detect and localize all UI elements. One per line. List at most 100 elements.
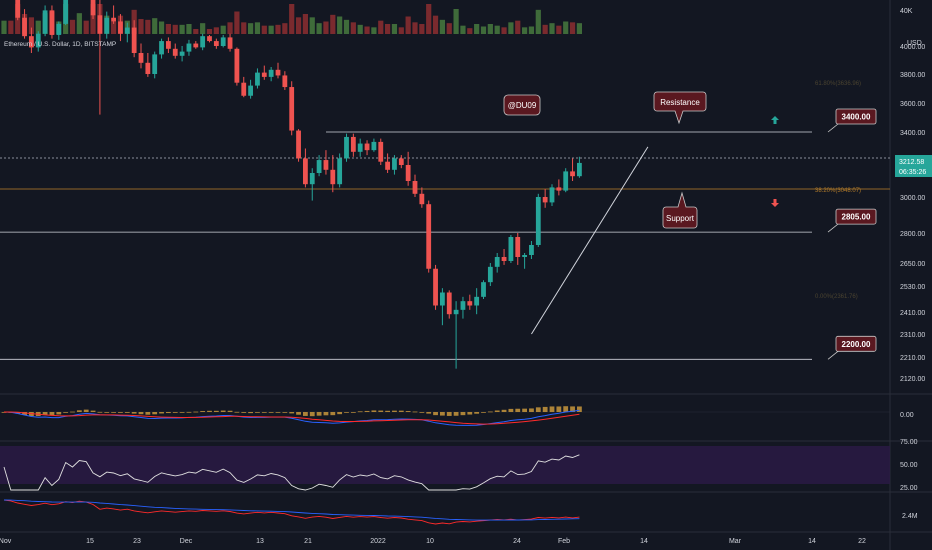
level-label-box [835, 108, 877, 125]
level-label-text: 2805.00 [842, 213, 871, 222]
candle-body [371, 141, 377, 151]
macd-histogram-bar [145, 412, 151, 415]
candle-body [577, 162, 582, 177]
candle-body [22, 17, 27, 37]
candle-body [138, 53, 144, 63]
macd-histogram-bar [131, 412, 137, 414]
volume-bar [556, 25, 562, 34]
macd-histogram-bar [529, 408, 534, 412]
candle-body [124, 27, 130, 34]
volume-bar [460, 25, 466, 34]
candle-body [97, 15, 103, 34]
macd-histogram-bar [460, 412, 466, 416]
candle-body [15, 0, 21, 18]
volume-axis-label: 40K [900, 8, 913, 15]
candle-body [515, 237, 521, 257]
macd-histogram-bar [508, 408, 514, 412]
support-trendline[interactable] [531, 146, 649, 335]
macd-histogram-bar [111, 412, 116, 413]
candle-body [111, 17, 116, 22]
candle-body [542, 197, 548, 203]
support-label: Support [666, 214, 695, 223]
candle-body [563, 171, 569, 191]
macd-histogram-bar [330, 412, 336, 416]
volume-bar [227, 22, 233, 34]
candle-body [323, 160, 329, 170]
candle-body [186, 43, 192, 52]
time-tick-label: 14 [640, 538, 648, 545]
time-tick-label: 15 [86, 538, 94, 545]
volume-bar [522, 27, 528, 34]
price-tick-label: 2650.00 [900, 261, 925, 268]
time-tick-label: 2022 [370, 538, 386, 545]
macd-histogram-bar [227, 410, 233, 412]
volume-bar [282, 23, 288, 34]
volume-bar [350, 22, 356, 34]
rsi-line [3, 454, 580, 491]
candle-body [261, 72, 267, 77]
currency-label: USD [907, 40, 922, 47]
volume-bar [69, 19, 76, 34]
fib-38-label: 38.20%(3048.07) [815, 188, 861, 194]
macd-histogram-bar [385, 410, 390, 412]
candle-body [522, 255, 527, 257]
candle-body [460, 301, 466, 310]
volume-bar [446, 23, 452, 34]
volume-bar [330, 14, 336, 35]
candle-body [433, 268, 438, 306]
macd-histogram-bar [303, 412, 308, 416]
time-tick-label: Dec [180, 538, 193, 545]
time-tick-label: 24 [513, 538, 521, 545]
volume-bar [337, 16, 343, 34]
volume-bar [8, 20, 14, 34]
volume-bar [83, 20, 89, 34]
candle-body [467, 301, 473, 306]
time-tick-label: Nov [0, 538, 12, 545]
rsi-band [0, 446, 890, 484]
price-tick-label: 2800.00 [900, 231, 925, 238]
macd-histogram-bar [446, 412, 452, 416]
candle-body [90, 0, 96, 16]
resistance-callout: Resistance [653, 91, 707, 125]
price-axis[interactable]: 4000.003800.003600.003400.003200.003000.… [900, 44, 925, 383]
candle-body [159, 41, 164, 55]
candle-body [200, 36, 206, 48]
price-tick-label: 2530.00 [900, 284, 925, 291]
level-label-pointer [827, 223, 839, 233]
price-tick-label: 2310.00 [900, 332, 925, 339]
volume-bar [309, 17, 315, 34]
candle-body [193, 43, 199, 48]
price-tick-label: 3800.00 [900, 72, 925, 79]
candle-body [378, 141, 384, 162]
candle-body [316, 160, 322, 173]
volume-bar [152, 18, 158, 34]
candle-body [104, 17, 110, 34]
volume-bar [343, 19, 350, 34]
macd-histogram-bar [166, 412, 171, 414]
candle-body [227, 37, 233, 49]
macd-histogram-bar [200, 411, 206, 412]
volume-bar [467, 28, 473, 34]
volume-bar [515, 20, 521, 34]
macd-histogram-bar [357, 411, 363, 413]
volume-bar [220, 25, 226, 34]
macd-pane [0, 406, 890, 426]
volume-bar [268, 25, 274, 34]
volume-bar [323, 21, 329, 34]
signal-line [4, 411, 580, 425]
candle-body [385, 161, 390, 170]
candle-body [453, 309, 459, 315]
candle-body [344, 136, 349, 159]
macd-histogram-bar [49, 412, 55, 416]
volume-bar [200, 23, 206, 34]
macd-histogram-bar [412, 411, 418, 413]
volume-bar [563, 21, 569, 34]
author-callout: @DU09 [503, 94, 541, 116]
macd-histogram-bar [515, 408, 521, 412]
volume-bar [385, 24, 391, 34]
time-tick-label: 14 [808, 538, 816, 545]
macd-histogram-bar [426, 412, 432, 414]
macd-histogram-bar [371, 410, 377, 412]
time-axis[interactable]: Nov 15 23 Dec 13 21 2022 10 24 Feb 14 Mar 14 22 [0, 538, 866, 545]
